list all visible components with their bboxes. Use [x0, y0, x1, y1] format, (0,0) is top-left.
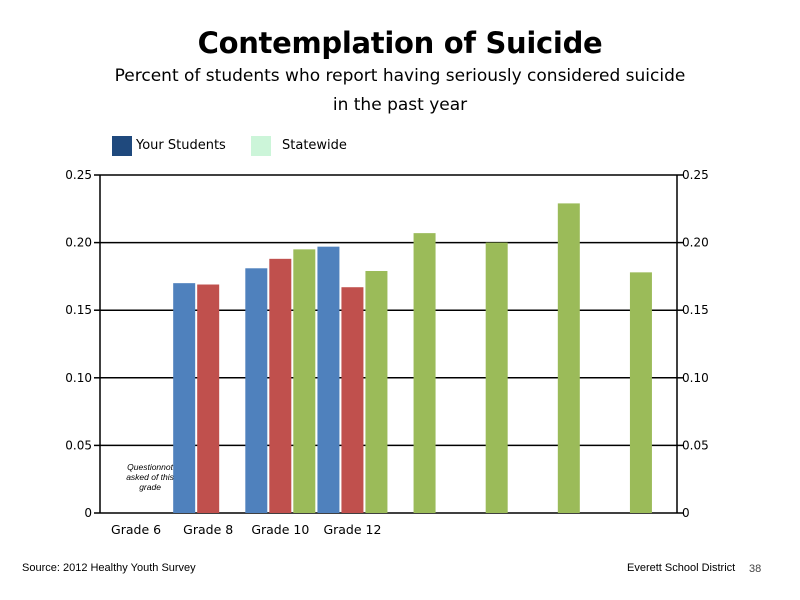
annotation-line: grade: [139, 482, 161, 492]
y-tick-label-right: 0.25: [682, 168, 709, 182]
y-tick-label-left: 0.25: [65, 168, 92, 182]
bar-statewide-extra: [485, 242, 508, 513]
bar-grade-12-series-2: [341, 287, 364, 513]
x-tick-label: Grade 8: [183, 522, 233, 537]
bar-grade-12-series-1: [317, 246, 340, 513]
legend-swatch-statewide: [251, 136, 271, 156]
bar-statewide-extra: [629, 272, 652, 513]
legend-swatch-your-students: [112, 136, 132, 156]
legend-label-your-students: Your Students: [136, 138, 226, 153]
y-tick-label-left: 0: [84, 506, 92, 520]
bar-grade-10-series-3: [293, 249, 316, 514]
chart-title: Contemplation of Suicide: [197, 26, 603, 60]
bar-grade-10-series-2: [269, 258, 292, 513]
annotation-line: asked of this: [126, 472, 174, 482]
y-tick-label-right: 0.15: [682, 303, 709, 317]
footer-source: Source: 2012 Healthy Youth Survey: [22, 562, 196, 574]
footer-district: Everett School District: [627, 562, 736, 574]
y-tick-label-left: 0.10: [65, 371, 92, 385]
bar-statewide-extra: [557, 203, 580, 513]
chart-subtitle-line-1: Percent of students who report having se…: [114, 66, 686, 86]
y-tick-label-left: 0.15: [65, 303, 92, 317]
y-tick-label-right: 0.20: [682, 236, 709, 250]
y-tick-label-right: 0.05: [682, 438, 709, 452]
legend-label-statewide: Statewide: [282, 138, 347, 153]
x-tick-label: Grade 6: [111, 522, 161, 537]
x-tick-label: Grade 12: [323, 522, 381, 537]
chart-subtitle-line-2: in the past year: [332, 95, 468, 115]
bar-grade-8-series-2: [197, 284, 220, 513]
y-tick-label-right: 0.10: [682, 371, 709, 385]
y-tick-label-left: 0.20: [65, 236, 92, 250]
bar-grade-8-series-1: [173, 283, 196, 513]
y-tick-label-left: 0.05: [65, 438, 92, 452]
page-number: 38: [749, 563, 762, 575]
bar-grade-10-series-1: [245, 268, 268, 513]
x-tick-label: Grade 10: [251, 522, 309, 537]
y-tick-label-right: 0: [682, 506, 690, 520]
bar-statewide-extra: [413, 233, 436, 514]
bar-grade-12-series-3: [365, 270, 388, 513]
annotation-line: Questionnot: [127, 462, 173, 472]
